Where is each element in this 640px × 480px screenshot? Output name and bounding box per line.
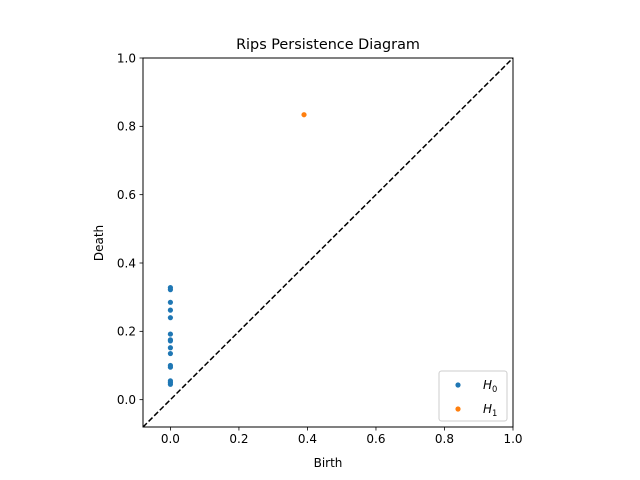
- data-point-h0-12: [167, 299, 174, 305]
- plot-area: [142, 57, 514, 428]
- y-tick-label-0: 0.0: [117, 393, 136, 407]
- x-tick-label-3: 0.6: [366, 432, 385, 446]
- axis-ticks: 0.0 0.2 0.4 0.6 0.8 1.0 0.0 0.2 0.4 0.6 0.8 1.0: [117, 51, 523, 446]
- y-tick-label-4: 0.8: [117, 120, 136, 134]
- x-tick-label-4: 0.8: [435, 432, 454, 446]
- legend-marker-h0: [455, 382, 461, 388]
- data-point-h0-11: [167, 307, 174, 313]
- data-point-h1-0: [301, 112, 307, 118]
- data-point-h0-2: [167, 378, 174, 384]
- x-tick-label-5: 1.0: [503, 432, 522, 446]
- legend-subscript-h0: 0: [492, 384, 497, 394]
- x-tick-label-0: 0.0: [161, 432, 180, 446]
- data-point-h0-10: [167, 315, 174, 321]
- data-point-h0-4: [167, 362, 174, 369]
- data-point-h0-5: [167, 350, 174, 357]
- data-point-h0-14: [167, 285, 174, 291]
- y-axis-label: Death: [92, 225, 106, 261]
- x-axis-label: Birth: [314, 456, 343, 470]
- y-tick-label-5: 1.0: [117, 51, 136, 65]
- data-point-h0-9: [167, 331, 174, 337]
- y-tick-label-2: 0.4: [117, 256, 136, 270]
- y-tick-label-3: 0.6: [117, 188, 136, 202]
- legend-marker-h1: [455, 406, 461, 412]
- diagonal-line: [143, 58, 513, 427]
- x-tick-label-1: 0.2: [229, 432, 248, 446]
- y-tick-label-1: 0.2: [117, 325, 136, 339]
- data-point-h0-8: [167, 337, 174, 343]
- legend-subscript-h1: 1: [492, 408, 497, 418]
- data-point-h0-6: [167, 345, 174, 351]
- chart-title: Rips Persistence Diagram: [236, 37, 420, 53]
- plot-frame: [142, 57, 514, 428]
- x-tick-label-2: 0.4: [298, 432, 317, 446]
